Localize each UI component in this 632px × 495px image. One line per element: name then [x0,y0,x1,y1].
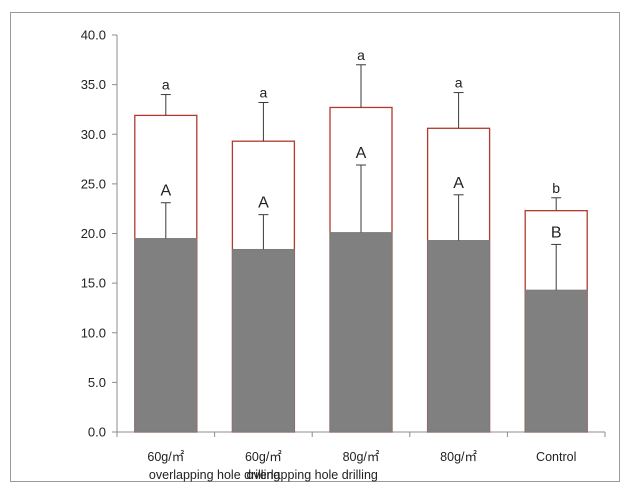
significance-label-upper: a [455,75,463,91]
bar-lower [524,289,588,433]
bar-lower [427,240,491,433]
x-category-label: 60g/㎡ [245,450,282,464]
x-category-label: Control [536,450,576,464]
significance-label-lower: A [356,145,367,162]
y-tick-label: 35.0 [81,77,106,92]
x-category-label: 60g/㎡ [147,450,184,464]
significance-label-upper: a [357,47,365,63]
x-category-sublabel: overlapping hole drilling [247,468,378,482]
chart-frame [10,12,620,482]
x-category-sublabel: overlapping hole drilling [149,468,280,482]
y-tick-label: 0.0 [88,425,106,440]
bar-lower [231,248,295,433]
x-category-label: 80g/㎡ [440,450,477,464]
x-axis-labels: 60g/㎡ 60g/㎡ 80g/㎡ 80g/㎡ Control overlapping h… [147,450,576,482]
significance-label-lower: A [258,195,269,212]
bars: a Aa Aa Aa A b B [134,47,588,433]
significance-label-lower: A [453,175,464,192]
x-category-label: 80g/㎡ [343,450,380,464]
bar-lower [134,238,198,433]
y-tick-label: 15.0 [81,276,106,291]
significance-label-lower: A [160,183,171,200]
y-axis-ticks: 0.0 5.0 10.0 15.0 20.0 25.0 30.0 35.0 40.0 [81,28,606,440]
significance-label-upper: b [552,180,560,196]
significance-label-upper: a [162,77,170,93]
significance-label-upper: a [260,84,268,100]
y-tick-label: 5.0 [88,375,106,390]
bar-lower [329,232,393,433]
y-tick-label: 10.0 [81,325,106,340]
y-tick-label: 25.0 [81,176,106,191]
significance-label-lower: B [551,224,562,241]
y-tick-label: 30.0 [81,127,106,142]
y-tick-label: 20.0 [81,226,106,241]
y-tick-label: 40.0 [81,28,106,43]
